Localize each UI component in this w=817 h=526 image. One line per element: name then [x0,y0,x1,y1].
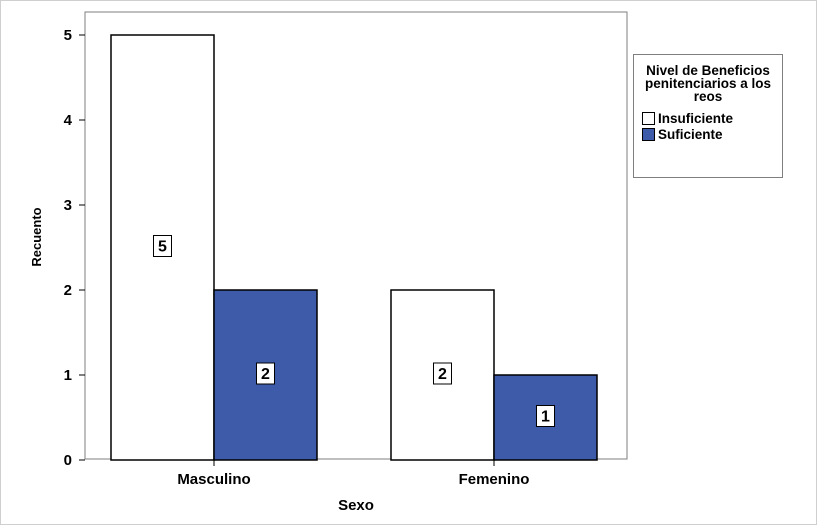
y-axis-title: Recuento [29,207,44,266]
x-axis-title: Sexo [338,497,374,514]
data-label: 2 [261,366,270,383]
data-label-box [433,362,452,385]
legend-item: Suficiente [642,126,782,142]
y-tick-label: 2 [64,282,72,299]
legend: Nivel de Beneficios penitenciarios a los… [633,54,783,178]
data-label-box [256,362,275,385]
legend-label: Insuficiente [658,110,734,126]
data-label-box [536,405,555,427]
y-tick-label: 4 [64,112,73,129]
legend-label: Suficiente [658,126,723,142]
y-axis: 0 1 2 3 4 5 [64,27,85,469]
x-axis: Masculino Femenino [177,460,529,488]
legend-swatch [642,111,655,125]
legend-title: Nivel de Beneficios penitenciarios a los… [644,63,772,104]
legend-items: Insuficiente Suficiente [634,110,782,142]
data-label-box [153,235,172,257]
y-tick-label: 1 [64,367,72,384]
x-tick-label: Masculino [177,471,250,488]
y-tick-label: 3 [64,197,72,214]
y-tick-label: 5 [64,27,72,44]
y-tick-label: 0 [64,452,72,469]
x-tick-label: Femenino [459,471,530,488]
data-label: 1 [541,409,550,426]
legend-item: Insuficiente [642,110,782,126]
data-label: 5 [158,239,167,256]
legend-swatch [642,127,655,141]
data-labels: 5 2 2 1 [153,235,555,427]
data-label: 2 [438,366,447,383]
